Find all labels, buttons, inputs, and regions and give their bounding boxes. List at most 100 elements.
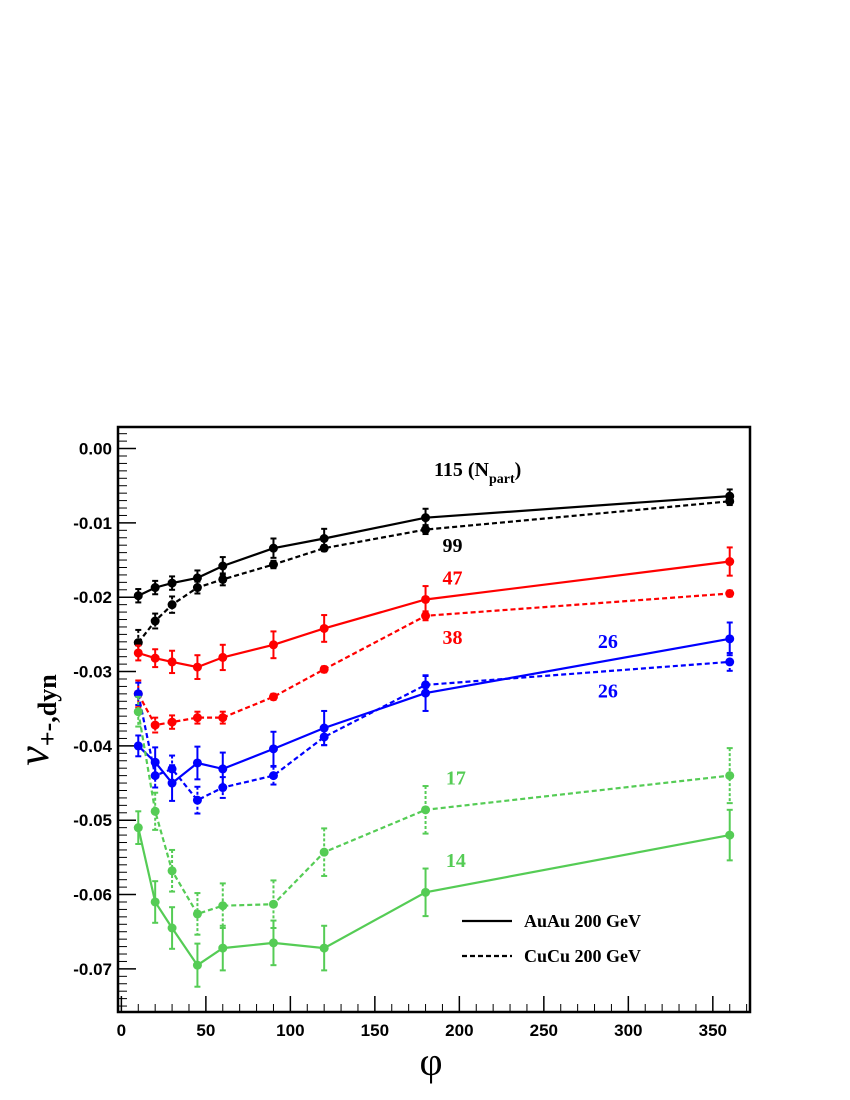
data-point [133,707,143,717]
data-point [725,589,735,599]
x-tick-label: 350 [699,1021,727,1040]
series-line [137,660,730,802]
data-point [133,741,143,751]
data-point [218,783,228,793]
data-point [725,830,735,840]
y-axis-title-sub: +-,dyn [33,674,62,746]
legend: AuAu 200 GeV CuCu 200 GeV [462,911,641,966]
x-tick-label: 100 [276,1021,304,1040]
y-tick-label: -0.05 [73,811,112,830]
data-point [319,732,329,742]
series-line [137,637,730,785]
data-point [150,806,160,816]
x-tick-label: 0 [117,1021,126,1040]
data-point [319,533,329,543]
y-tick-label: -0.03 [73,663,112,682]
axes: 0 50 100 150 200 250 300 350 0.00 -0.01 -0.02 -0.03… [73,433,748,1040]
data-point [268,938,278,948]
data-point [192,583,202,593]
data-point [421,594,431,604]
legend-label: CuCu 200 GeV [524,946,641,966]
data-point [167,764,177,774]
series-cucu-38 [133,589,735,734]
series-auau-47 [133,546,735,680]
y-tick-label: -0.02 [73,588,112,607]
data-point [421,513,431,523]
data-point [192,960,202,970]
data-point [319,543,329,553]
series-label-sub: part [489,472,515,487]
series-line [137,711,730,916]
series-label: 17 [446,768,466,790]
series-label: 115 (Npart) [434,459,521,487]
data-point [133,648,143,658]
data-point [268,692,278,702]
series-label: 38 [442,627,462,649]
series-label: 14 [446,850,466,872]
series-label-main: 115 (N [434,459,490,481]
data-point [421,525,431,535]
data-point [421,887,431,897]
series-auau-14 [133,808,735,988]
data-point [319,664,329,674]
x-tick-label: 200 [445,1021,473,1040]
series-label-close: ) [515,459,522,481]
series-label: 99 [442,535,462,557]
x-tick-label: 50 [196,1021,215,1040]
data-point [319,943,329,953]
series-line [137,827,730,967]
data-point [725,634,735,644]
legend-label: AuAu 200 GeV [524,911,641,931]
data-point [192,662,202,672]
data-point [319,623,329,633]
data-point [192,758,202,768]
data-point [192,909,202,919]
series-group [133,488,735,988]
data-point [725,771,735,781]
data-point [167,923,177,933]
x-tick-label: 300 [614,1021,642,1040]
data-point [192,713,202,723]
data-point [133,591,143,601]
series-cucu-99 [133,496,735,657]
data-point [150,653,160,663]
data-point [150,771,160,781]
series-line [137,592,730,727]
data-point [167,578,177,588]
x-tick-label: 250 [530,1021,558,1040]
data-point [319,847,329,857]
data-point [218,561,228,571]
data-point [421,805,431,815]
data-point [725,496,735,506]
x-axis-title: φ [419,1039,442,1084]
data-point [218,652,228,662]
data-point [150,897,160,907]
data-point [268,744,278,754]
data-point [167,600,177,610]
y-tick-label: -0.01 [73,514,112,533]
y-tick-label: -0.04 [73,737,112,756]
data-point [167,657,177,667]
data-point [218,943,228,953]
data-point [725,657,735,667]
y-tick-label: -0.07 [73,960,112,979]
series-label: 26 [598,631,618,653]
series-cucu-17 [133,695,735,936]
y-tick-label: -0.06 [73,886,112,905]
x-tick-label: 150 [361,1021,389,1040]
series-label: 47 [442,568,462,590]
series-cucu-26 [133,651,735,815]
data-point [268,640,278,650]
data-point [133,823,143,833]
data-point [268,543,278,553]
data-point [421,680,431,690]
y-axis-title-main: ν [9,746,58,766]
data-point [268,771,278,781]
data-point [218,901,228,911]
data-point [167,866,177,876]
data-point [268,560,278,570]
data-point [421,611,431,621]
data-point [150,720,160,730]
data-point [150,616,160,626]
